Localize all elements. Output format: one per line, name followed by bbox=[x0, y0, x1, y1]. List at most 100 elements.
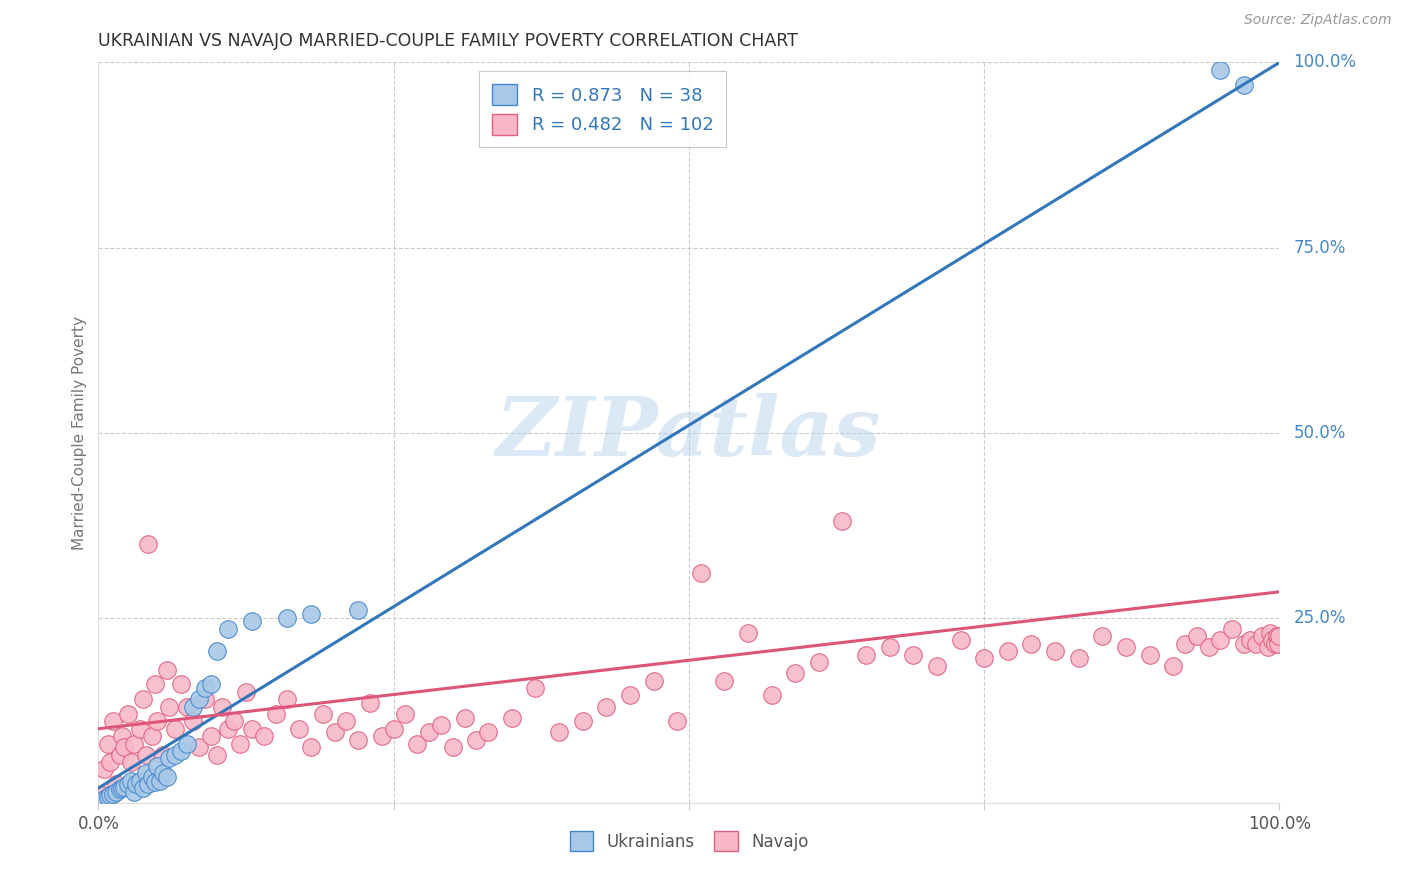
Point bbox=[200, 729, 222, 743]
Point bbox=[501, 711, 523, 725]
Point bbox=[194, 681, 217, 695]
Point bbox=[122, 737, 145, 751]
Point bbox=[1264, 637, 1286, 651]
Point bbox=[176, 737, 198, 751]
Point bbox=[288, 722, 311, 736]
Point bbox=[149, 773, 172, 788]
Point bbox=[117, 706, 139, 721]
Point bbox=[276, 610, 298, 624]
Legend: Ukrainians, Navajo: Ukrainians, Navajo bbox=[562, 825, 815, 857]
Point bbox=[1268, 629, 1291, 643]
Point bbox=[1233, 78, 1256, 92]
Text: ZIPatlas: ZIPatlas bbox=[496, 392, 882, 473]
Point bbox=[101, 787, 124, 801]
Point bbox=[406, 737, 429, 751]
Point bbox=[101, 714, 124, 729]
Point bbox=[1209, 62, 1232, 77]
Point bbox=[1233, 637, 1256, 651]
Point bbox=[112, 740, 135, 755]
Point bbox=[152, 747, 174, 762]
Point bbox=[125, 777, 148, 791]
Point bbox=[136, 536, 159, 550]
Text: 100.0%: 100.0% bbox=[1294, 54, 1357, 71]
Point bbox=[224, 714, 246, 729]
Point bbox=[643, 673, 665, 688]
Point bbox=[359, 696, 381, 710]
Point bbox=[855, 648, 877, 662]
Point bbox=[97, 737, 120, 751]
Point bbox=[217, 622, 239, 636]
Point bbox=[143, 677, 166, 691]
Point bbox=[1198, 640, 1220, 655]
Point bbox=[93, 763, 115, 777]
Point bbox=[217, 722, 239, 736]
Point bbox=[108, 747, 131, 762]
Point bbox=[1258, 625, 1281, 640]
Point bbox=[548, 725, 571, 739]
Point bbox=[997, 644, 1019, 658]
Point bbox=[666, 714, 689, 729]
Point bbox=[571, 714, 593, 729]
Point bbox=[1139, 648, 1161, 662]
Point bbox=[807, 655, 830, 669]
Point bbox=[132, 692, 155, 706]
Point bbox=[253, 729, 276, 743]
Point bbox=[1185, 629, 1208, 643]
Point bbox=[453, 711, 475, 725]
Point bbox=[737, 625, 759, 640]
Point bbox=[1043, 644, 1066, 658]
Y-axis label: Married-Couple Family Poverty: Married-Couple Family Poverty bbox=[72, 316, 87, 549]
Point bbox=[98, 755, 121, 769]
Point bbox=[619, 689, 641, 703]
Point bbox=[371, 729, 394, 743]
Text: 75.0%: 75.0% bbox=[1294, 238, 1346, 257]
Point bbox=[170, 677, 193, 691]
Point bbox=[141, 729, 163, 743]
Text: UKRAINIAN VS NAVAJO MARRIED-COUPLE FAMILY POVERTY CORRELATION CHART: UKRAINIAN VS NAVAJO MARRIED-COUPLE FAMIL… bbox=[98, 32, 799, 50]
Point bbox=[141, 770, 163, 784]
Point bbox=[200, 677, 222, 691]
Point bbox=[524, 681, 547, 695]
Point bbox=[98, 789, 121, 803]
Point bbox=[299, 607, 322, 621]
Point bbox=[347, 603, 370, 617]
Point bbox=[335, 714, 357, 729]
Point bbox=[240, 722, 263, 736]
Point bbox=[1161, 658, 1184, 673]
Point bbox=[194, 692, 217, 706]
Point bbox=[1021, 637, 1043, 651]
Point bbox=[903, 648, 925, 662]
Point bbox=[1261, 632, 1284, 647]
Point bbox=[1267, 637, 1289, 651]
Point bbox=[323, 725, 346, 739]
Point bbox=[135, 747, 157, 762]
Point bbox=[205, 644, 228, 658]
Point bbox=[1220, 622, 1243, 636]
Point bbox=[135, 766, 157, 780]
Point bbox=[122, 785, 145, 799]
Point bbox=[382, 722, 405, 736]
Point bbox=[1067, 651, 1090, 665]
Point bbox=[165, 747, 187, 762]
Point bbox=[211, 699, 233, 714]
Point bbox=[187, 740, 209, 755]
Point bbox=[347, 732, 370, 747]
Point bbox=[1244, 637, 1267, 651]
Point bbox=[187, 692, 209, 706]
Point bbox=[97, 789, 120, 804]
Point bbox=[156, 663, 179, 677]
Point bbox=[143, 775, 166, 789]
Point bbox=[111, 729, 134, 743]
Point bbox=[128, 773, 150, 788]
Point bbox=[152, 766, 174, 780]
Point bbox=[156, 770, 179, 784]
Point bbox=[1115, 640, 1137, 655]
Point bbox=[229, 737, 252, 751]
Point bbox=[831, 515, 853, 529]
Point bbox=[132, 780, 155, 795]
Point bbox=[394, 706, 416, 721]
Point bbox=[441, 740, 464, 755]
Point bbox=[785, 666, 807, 681]
Point bbox=[205, 747, 228, 762]
Point bbox=[465, 732, 488, 747]
